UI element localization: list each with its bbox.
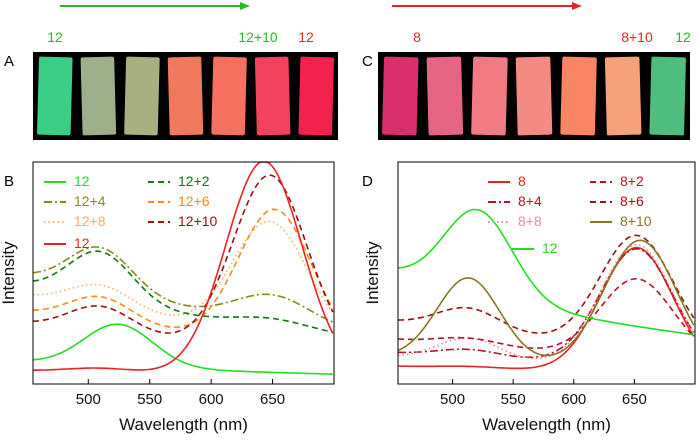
series-line-12-plus-8	[33, 220, 334, 316]
x-tick-label: 600	[199, 391, 224, 408]
film-strip	[167, 56, 204, 136]
progress-arrow-head	[240, 2, 250, 10]
film-strip	[124, 56, 160, 136]
legend-label: 8	[518, 173, 526, 189]
top-label: 12	[47, 29, 63, 45]
legend-label: 8+6	[620, 193, 644, 209]
x-tick-label: 600	[561, 391, 586, 408]
legend-label: 12	[542, 240, 558, 256]
panel-c-photo: 8 8+10 12 C	[362, 2, 691, 140]
panel-letter: A	[4, 53, 14, 70]
legend-label: 8+2	[620, 173, 644, 189]
series-line-12	[32, 323, 333, 375]
x-tick-label: 500	[76, 391, 101, 408]
series-line-12	[397, 208, 694, 336]
legend-label: 12+2	[178, 173, 210, 189]
series-line-8-plus-6	[398, 234, 695, 334]
x-tick-label: 550	[501, 391, 526, 408]
panel-letter: C	[362, 53, 373, 70]
series-line-12-plus-2	[32, 250, 333, 333]
film-strip	[649, 56, 686, 136]
y-axis-label: Intensity	[0, 241, 18, 305]
series-line-8-plus-2	[397, 277, 695, 349]
chart-b: B 500 550 600 650 Wavelength (nm) Intensity 12 1…	[0, 161, 335, 434]
series-line-8-plus-4	[398, 247, 695, 359]
panel-a-photo: 12 12+10 12 A	[4, 2, 338, 140]
x-tick-label: 550	[137, 391, 162, 408]
film-strip	[515, 56, 553, 136]
series-line-8-plus-10	[397, 239, 695, 357]
panel-letter: B	[4, 173, 14, 190]
top-label: 8	[413, 29, 421, 45]
x-tick-label: 650	[622, 391, 647, 408]
top-label: 8+10	[621, 29, 653, 45]
chart-d: D 500 550 600 650 Wavelength (nm) Intensity 8 8+…	[362, 161, 696, 434]
series-line-12-plus-10	[32, 174, 334, 334]
x-tick-label: 650	[260, 391, 285, 408]
series-line-12	[33, 161, 334, 371]
top-label: 12	[298, 29, 314, 45]
axes-frame	[32, 161, 335, 385]
legend-label: 8+10	[620, 213, 652, 229]
legend-label: 12+4	[74, 193, 106, 209]
series-line-12-plus-6	[33, 208, 334, 328]
legend-label: 8+4	[518, 193, 542, 209]
legend-label: 8+8	[518, 213, 542, 229]
top-label: 12+10	[238, 29, 278, 45]
legend-label: 12+8	[74, 213, 106, 229]
series-line-8-plus-8	[397, 243, 695, 360]
film-strip	[211, 56, 247, 136]
legend-label: 12	[74, 235, 90, 251]
legend-label: 12+6	[178, 193, 210, 209]
x-tick-label: 500	[440, 391, 465, 408]
y-axis-label: Intensity	[363, 241, 382, 305]
x-axis-label: Wavelength (nm)	[482, 415, 611, 434]
film-strip	[254, 56, 291, 136]
film-strip	[37, 56, 73, 136]
legend-label: 12+10	[178, 213, 218, 229]
top-label: 12	[675, 29, 691, 45]
x-axis-label: Wavelength (nm)	[119, 415, 248, 434]
axes-frame	[397, 161, 696, 385]
panel-letter: D	[362, 173, 373, 190]
film-strip	[80, 56, 117, 136]
film-strip	[560, 56, 597, 136]
series-line-12-plus-4	[32, 246, 334, 323]
legend-label: 12	[74, 173, 90, 189]
progress-arrow-head	[572, 2, 582, 10]
film-strip	[382, 56, 419, 136]
film-strip	[604, 56, 642, 136]
film-strip	[471, 56, 508, 136]
film-strip	[298, 56, 334, 136]
film-strip	[426, 56, 464, 136]
series-line-8	[398, 246, 695, 370]
